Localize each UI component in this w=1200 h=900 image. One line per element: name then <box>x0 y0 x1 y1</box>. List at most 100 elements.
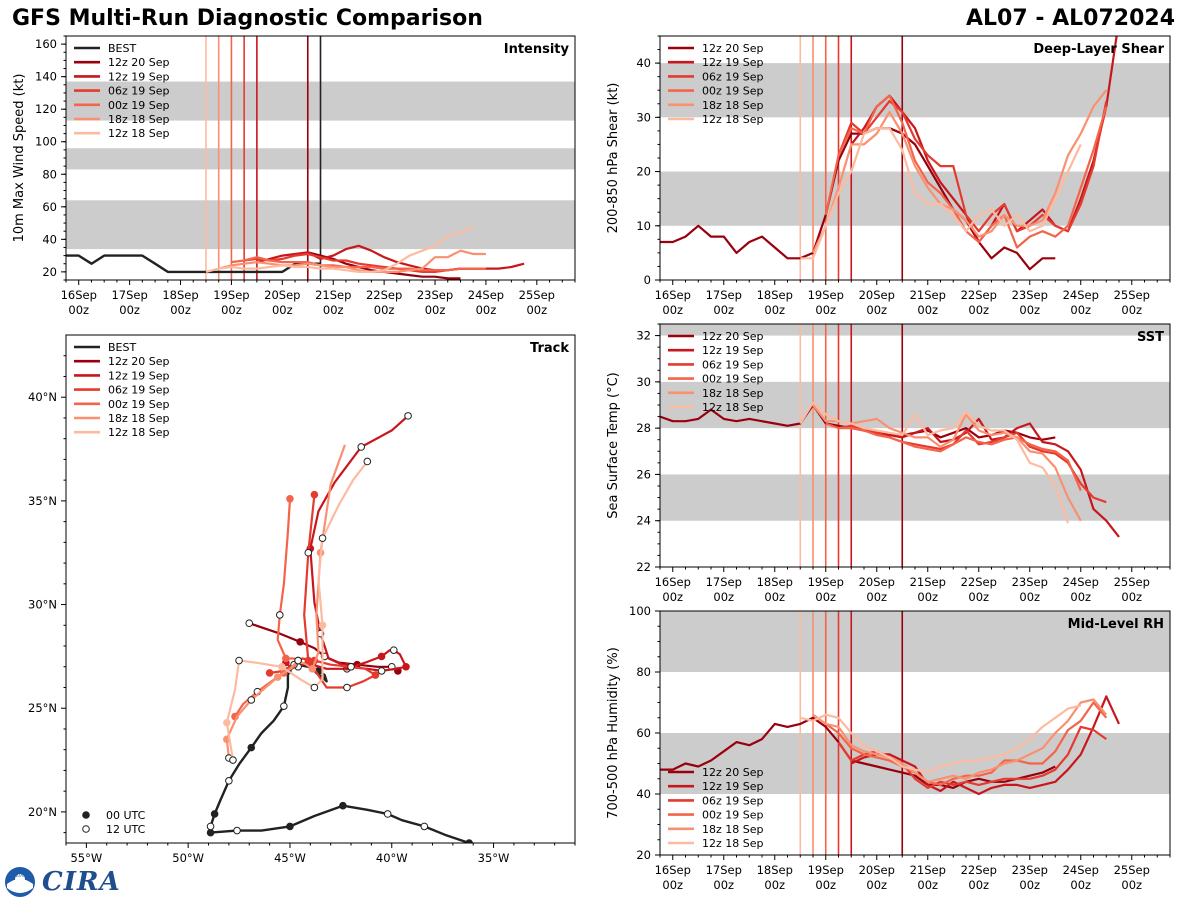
intensity-xtick-sublabel: 00z <box>119 303 140 317</box>
track-point-r19_06-6 <box>304 656 313 665</box>
sst-xtick-sublabel: 00z <box>968 590 989 604</box>
sst-ytick-label: 26 <box>636 467 651 481</box>
track-panel-label: Track <box>530 341 569 356</box>
sst-plot-area <box>660 324 1170 567</box>
track-point-r18_12-5 <box>318 621 327 630</box>
sst-series-r18_12 <box>799 401 1070 524</box>
track-point-BEST-0 <box>465 839 473 843</box>
noaa-logo-icon: NOAA <box>5 867 35 897</box>
intensity-legend-label: 18z 18 Sep <box>108 113 170 126</box>
rh-xtick-label: 18Sep <box>757 863 793 877</box>
sst-ytick-label: 28 <box>636 421 651 435</box>
sst-xtick-label: 24Sep <box>1063 575 1099 589</box>
sst-xtick-label: 18Sep <box>757 575 793 589</box>
intensity-xtick-sublabel: 00z <box>476 303 497 317</box>
sst-xtick-label: 20Sep <box>859 575 895 589</box>
track-point-r19_12-4 <box>377 652 386 661</box>
intensity-xtick-label: 16Sep <box>61 288 97 302</box>
rh-xtick-label: 16Sep <box>655 863 691 877</box>
sst-xtick-sublabel: 00z <box>866 590 887 604</box>
intensity-xtick-label: 21Sep <box>315 288 351 302</box>
rh-xtick-sublabel: 00z <box>1121 878 1142 892</box>
track-point-r19_00-4 <box>282 654 290 663</box>
track-point-BEST-3 <box>339 801 347 810</box>
sst-panel-label: SST <box>1137 330 1164 345</box>
track-series-r19_12 <box>285 415 409 673</box>
shear-xtick-sublabel: 00z <box>662 303 683 317</box>
track-point-r18_18-3 <box>273 673 282 681</box>
noaa-logo-text: NOAA <box>14 873 26 878</box>
sst-series-r18_18 <box>812 404 1082 522</box>
rh-ytick-label: 60 <box>636 726 651 740</box>
track-point-r19_06-3 <box>347 662 355 671</box>
sst-xtick-sublabel: 00z <box>1121 590 1142 604</box>
track-point-BEST-5 <box>233 826 241 835</box>
track-point-r19_12-12 <box>404 412 412 420</box>
intensity-panel-label: Intensity <box>504 42 570 57</box>
shear-plot-area <box>660 36 1170 280</box>
track-point-r18_12-7 <box>363 457 372 466</box>
rh-ytick-label: 40 <box>636 787 651 801</box>
sst-ytick-label: 32 <box>636 329 651 343</box>
shear-xtick-label: 24Sep <box>1063 288 1099 302</box>
sst-ylabel: Sea Surface Temp (°C) <box>606 372 621 519</box>
sst-xtick-label: 23Sep <box>1012 575 1048 589</box>
rh-xtick-sublabel: 00z <box>815 878 836 892</box>
rh-series-r18_18 <box>812 698 1108 783</box>
sst-legend-label: 06z 19 Sep <box>702 358 764 371</box>
shear-series-r18_18 <box>812 89 1108 254</box>
sst-xtick-sublabel: 00z <box>917 590 938 604</box>
sst-legend-label: 12z 19 Sep <box>702 344 764 357</box>
intensity-xtick-label: 22Sep <box>366 288 402 302</box>
track-point-r19_06-5 <box>343 683 351 692</box>
track-point-r18_12-3 <box>278 662 286 671</box>
intensity-series-r19_00 <box>231 256 486 272</box>
sst-band-2 <box>660 324 1170 336</box>
track-point-r18_12-2 <box>235 656 243 665</box>
intensity-ytick-label: 100 <box>35 135 57 149</box>
intensity-series-r18_12 <box>205 225 474 273</box>
shear-band-0 <box>660 171 1170 226</box>
track-point-BEST-7 <box>206 822 215 831</box>
shear-xtick-label: 23Sep <box>1012 288 1048 302</box>
track-point-r19_12-7 <box>377 667 386 675</box>
shear-panel-label: Deep-Layer Shear <box>1033 42 1164 57</box>
shear-xtick-label: 25Sep <box>1114 288 1150 302</box>
track-marker-legend-label: 12 UTC <box>106 823 146 836</box>
sst-xtick-label: 16Sep <box>655 575 691 589</box>
shear-xtick-sublabel: 00z <box>1019 303 1040 317</box>
track-legend-label: 06z 19 Sep <box>108 384 170 397</box>
shear-xtick-label: 17Sep <box>706 288 742 302</box>
track-xtick-label: 40°W <box>376 851 408 865</box>
shear-band-1 <box>660 63 1170 118</box>
track-ytick-label: 35°N <box>28 494 57 508</box>
track-point-r18_12-0 <box>229 756 237 764</box>
intensity-ytick-label: 120 <box>35 102 57 116</box>
rh-band-1 <box>660 611 1170 672</box>
track-series-BEST <box>209 663 470 843</box>
rh-xtick-label: 20Sep <box>859 863 895 877</box>
sst-xtick-label: 22Sep <box>961 575 997 589</box>
intensity-xtick-sublabel: 00z <box>272 303 293 317</box>
intensity-ylabel: 10m Max Wind Speed (kt) <box>12 74 27 243</box>
intensity-panel: 16Sep00z17Sep00z18Sep00z19Sep00z20Sep00z… <box>12 35 576 317</box>
sst-xtick-sublabel: 00z <box>662 590 683 604</box>
intensity-plot-area <box>66 36 575 280</box>
track-point-r18_12-6 <box>318 534 327 543</box>
sst-ytick-label: 24 <box>636 514 651 528</box>
intensity-ytick-label: 40 <box>42 232 57 246</box>
intensity-legend-label: 12z 19 Sep <box>108 70 170 83</box>
intensity-xtick-sublabel: 00z <box>374 303 395 317</box>
track-legend-label: 18z 18 Sep <box>108 412 170 425</box>
rh-xtick-sublabel: 00z <box>713 878 734 892</box>
sst-xtick-sublabel: 00z <box>815 590 836 604</box>
track-plot-area <box>206 412 473 843</box>
intensity-xtick-label: 17Sep <box>111 288 147 302</box>
rh-xtick-sublabel: 00z <box>866 878 887 892</box>
track-panel: 55°W 50°W 45°W 40°W 35°W 20°N 25°N 30°N 35°N 40°N… <box>28 334 576 865</box>
intensity-ytick-label: 20 <box>42 265 57 279</box>
track-legend-label: 12z 19 Sep <box>108 369 170 382</box>
sst-xtick-label: 19Sep <box>808 575 844 589</box>
rh-xtick-label: 22Sep <box>961 863 997 877</box>
intensity-series-BEST <box>66 254 321 274</box>
